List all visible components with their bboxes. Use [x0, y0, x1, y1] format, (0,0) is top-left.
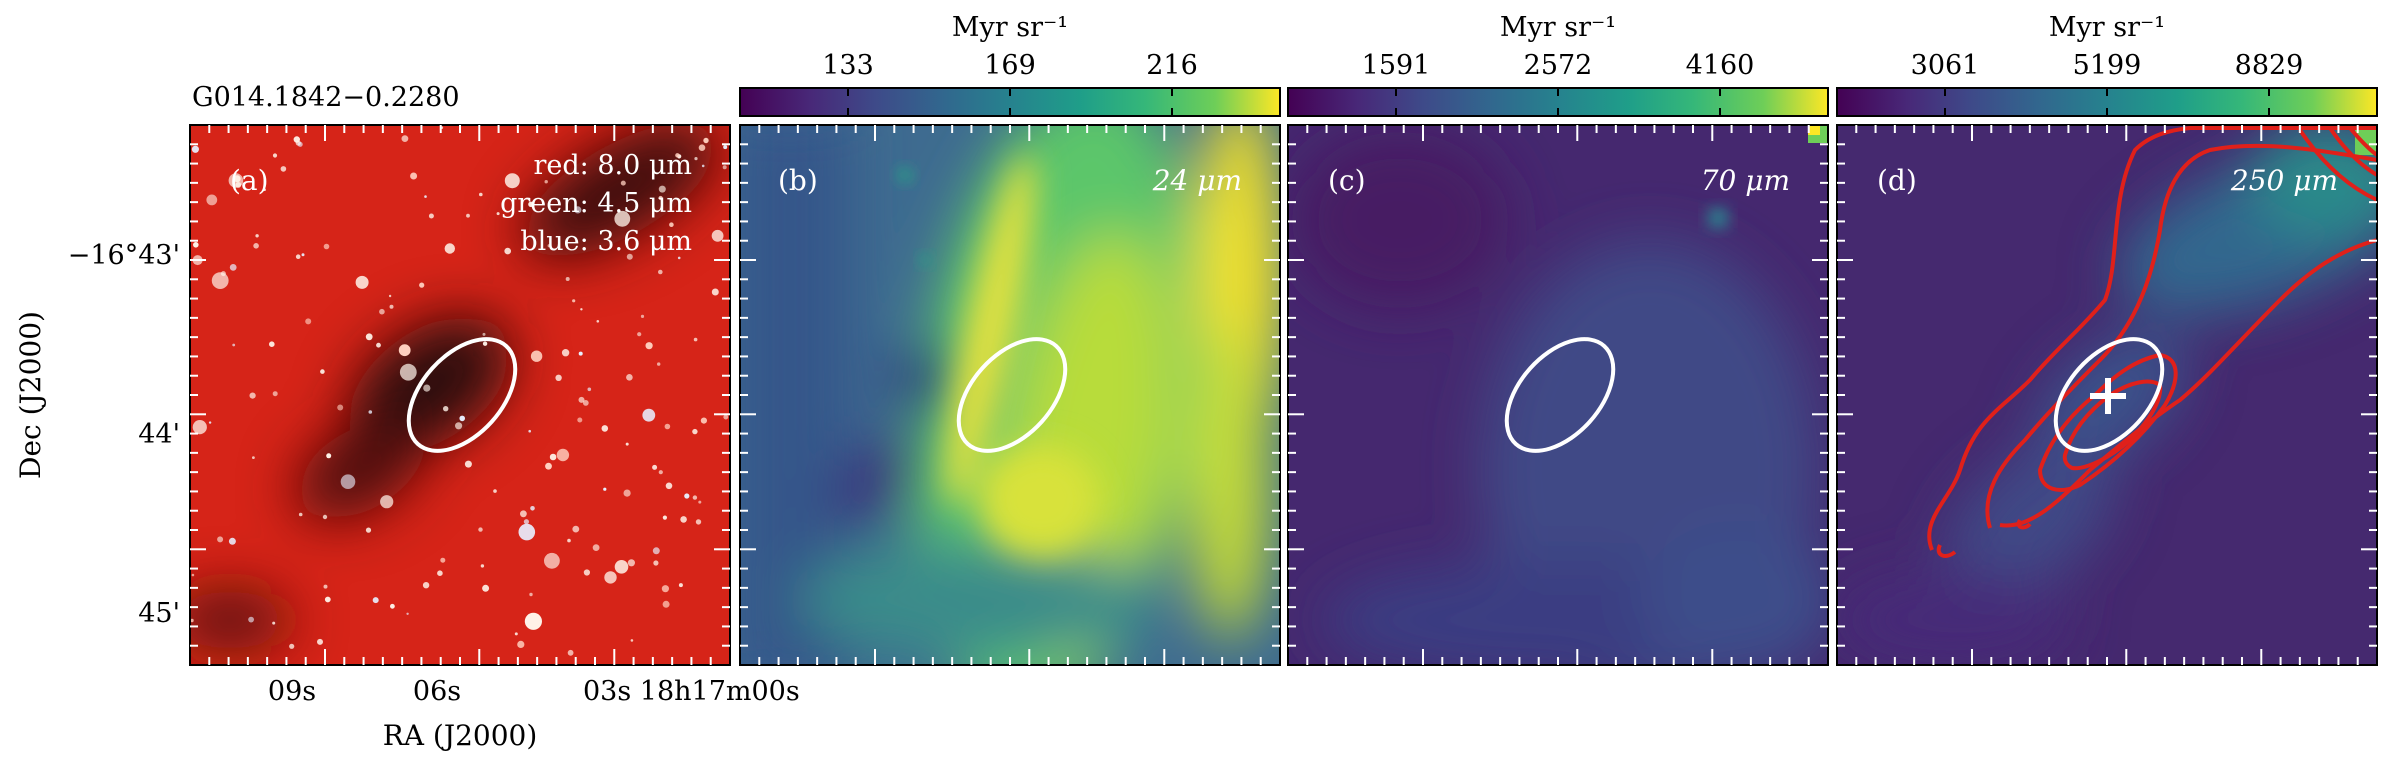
- legend-red: red: 8.0 μm: [533, 150, 692, 181]
- ra-tick-1: 06s: [413, 676, 461, 707]
- source-label: G014.1842−0.2280: [192, 82, 460, 113]
- colorbar-d: Myr sr⁻¹ 3061 5199 8829: [1836, 12, 2378, 117]
- colorbar-b-unit: Myr sr⁻¹: [952, 12, 1068, 43]
- colorbar-d-tick-0: 3061: [1911, 50, 1980, 81]
- ra-tick-0: 09s: [268, 676, 316, 707]
- dark-lane: [190, 125, 718, 650]
- colorbar-c-tick-0: 1591: [1362, 50, 1431, 81]
- panel-c-band: 70 μm: [1701, 164, 1790, 197]
- dec-tick-1: 44': [138, 419, 180, 450]
- colorbar-c-tick-1: 2572: [1524, 50, 1593, 81]
- panel-b-image: [740, 125, 1280, 665]
- panel-b: (b) 24 μm: [739, 124, 1281, 666]
- star-field: [190, 126, 729, 656]
- dec-tick-2: 45': [138, 598, 180, 629]
- panel-d-label: (d): [1877, 164, 1917, 197]
- x-axis-label: RA (J2000): [383, 719, 538, 752]
- contours: [1927, 126, 2377, 558]
- panel-d-ticks: [1837, 125, 2377, 665]
- panel-b-band: 24 μm: [1152, 164, 1242, 197]
- aperture-ellipse-a: [406, 337, 518, 453]
- panel-b-ticks: [740, 125, 1280, 665]
- panel-c-label: (c): [1328, 164, 1366, 197]
- plus-icon: [2090, 378, 2126, 414]
- aperture-ellipse-d: [2053, 337, 2165, 453]
- panel-a-ticks: [190, 125, 730, 665]
- colorbar-b-tick-0: 133: [822, 50, 874, 81]
- legend-blue: blue: 3.6 μm: [520, 226, 692, 257]
- aperture-ellipse-b: [956, 337, 1068, 453]
- panel-a-image: [190, 125, 730, 665]
- colorbar-c-unit: Myr sr⁻¹: [1500, 12, 1616, 43]
- colorbar-d-tick-2: 8829: [2235, 50, 2304, 81]
- aperture-ellipse-c: [1504, 337, 1616, 453]
- colorbar-b-tick-1: 169: [984, 50, 1036, 81]
- colorbar-b-tick-2: 216: [1146, 50, 1198, 81]
- colorbar-c-tick-2: 4160: [1686, 50, 1755, 81]
- panel-a: (a) red: 8.0 μm green: 4.5 μm blue: 3.6 …: [189, 124, 731, 666]
- panel-b-label: (b): [778, 164, 818, 197]
- panel-c-ticks: [1288, 125, 1828, 665]
- panel-d-band: 250 μm: [2230, 164, 2338, 197]
- panel-c: (c) 70 μm: [1287, 124, 1829, 666]
- panel-c-image: [1288, 125, 1828, 665]
- colorbar-c: Myr sr⁻¹ 1591 2572 4160: [1287, 12, 1829, 117]
- colorbar-d-unit: Myr sr⁻¹: [2049, 12, 2165, 43]
- panel-d: (d) 250 μm: [1836, 124, 2378, 666]
- dec-tick-0: −16°43': [68, 240, 180, 271]
- colorbar-d-tick-1: 5199: [2073, 50, 2142, 81]
- ra-tick-2: 03s 18h17m00s: [583, 676, 800, 707]
- colorbar-b: Myr sr⁻¹ 133 169 216: [739, 12, 1281, 117]
- legend-green: green: 4.5 μm: [500, 188, 692, 219]
- panel-a-label: (a): [230, 164, 269, 197]
- y-axis-label: Dec (J2000): [14, 311, 47, 479]
